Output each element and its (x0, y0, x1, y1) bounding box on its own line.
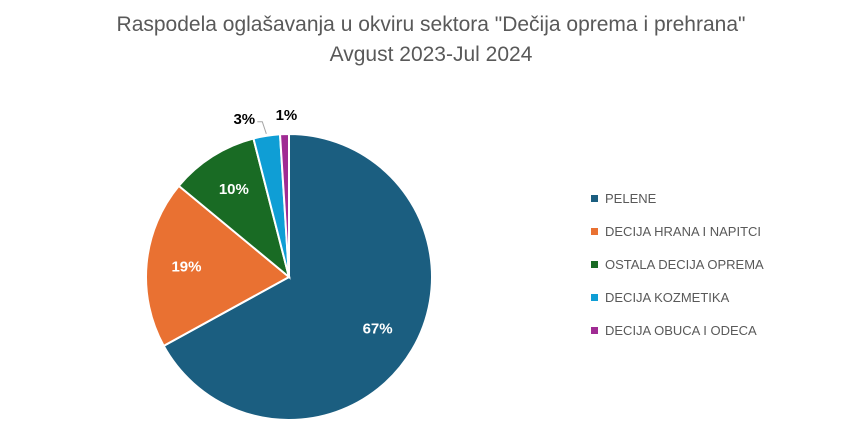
legend-swatch (591, 327, 598, 334)
legend-label: PELENE (605, 191, 657, 206)
data-label-ostala-decija-oprema: 10% (219, 181, 249, 198)
pie-slice-pelene (162, 132, 433, 421)
data-label-decija-hrana-i-napitci: 19% (171, 258, 201, 275)
chart-legend: PELENE DECIJA HRANA I NAPITCI OSTALA DECIJ… (591, 191, 764, 356)
leader-line-decija-kozmetika (257, 121, 267, 134)
legend-swatch (591, 195, 598, 202)
legend-item-pelene: PELENE (591, 191, 764, 206)
legend-label: DECIJA HRANA I NAPITCI (605, 224, 762, 239)
chart-subtitle: Avgust 2023-Jul 2024 (329, 43, 533, 66)
legend-item-ostala-decija-oprema: OSTALA DECIJA OPREMA (591, 257, 764, 272)
legend-label: DECIJA OBUCA I ODECA (605, 323, 757, 338)
chart-title: Raspodela oglašavanja u okviru sektora "… (116, 13, 746, 36)
data-label-decija-kozmetika: 3% (233, 111, 255, 128)
legend-item-decija-kozmetika: DECIJA KOZMETIKA (591, 290, 764, 305)
chart-title-block: Raspodela oglašavanja u okviru sektora "… (0, 10, 862, 70)
legend-swatch (591, 294, 598, 301)
legend-item-decija-obuca-i-odeca: DECIJA OBUCA I ODECA (591, 323, 764, 338)
data-label-pelene: 67% (363, 320, 393, 337)
data-label-decija-obuca-i-odeca: 1% (276, 107, 298, 124)
pie-slice-decija-obuca-i-odeca (278, 132, 290, 278)
legend-swatch (591, 261, 598, 268)
legend-label: DECIJA KOZMETIKA (605, 290, 730, 305)
legend-swatch (591, 228, 598, 235)
legend-label: OSTALA DECIJA OPREMA (605, 257, 764, 272)
legend-item-decija-hrana-i-napitci: DECIJA HRANA I NAPITCI (591, 224, 764, 239)
pie-slice-decija-hrana-i-napitci (145, 184, 291, 348)
